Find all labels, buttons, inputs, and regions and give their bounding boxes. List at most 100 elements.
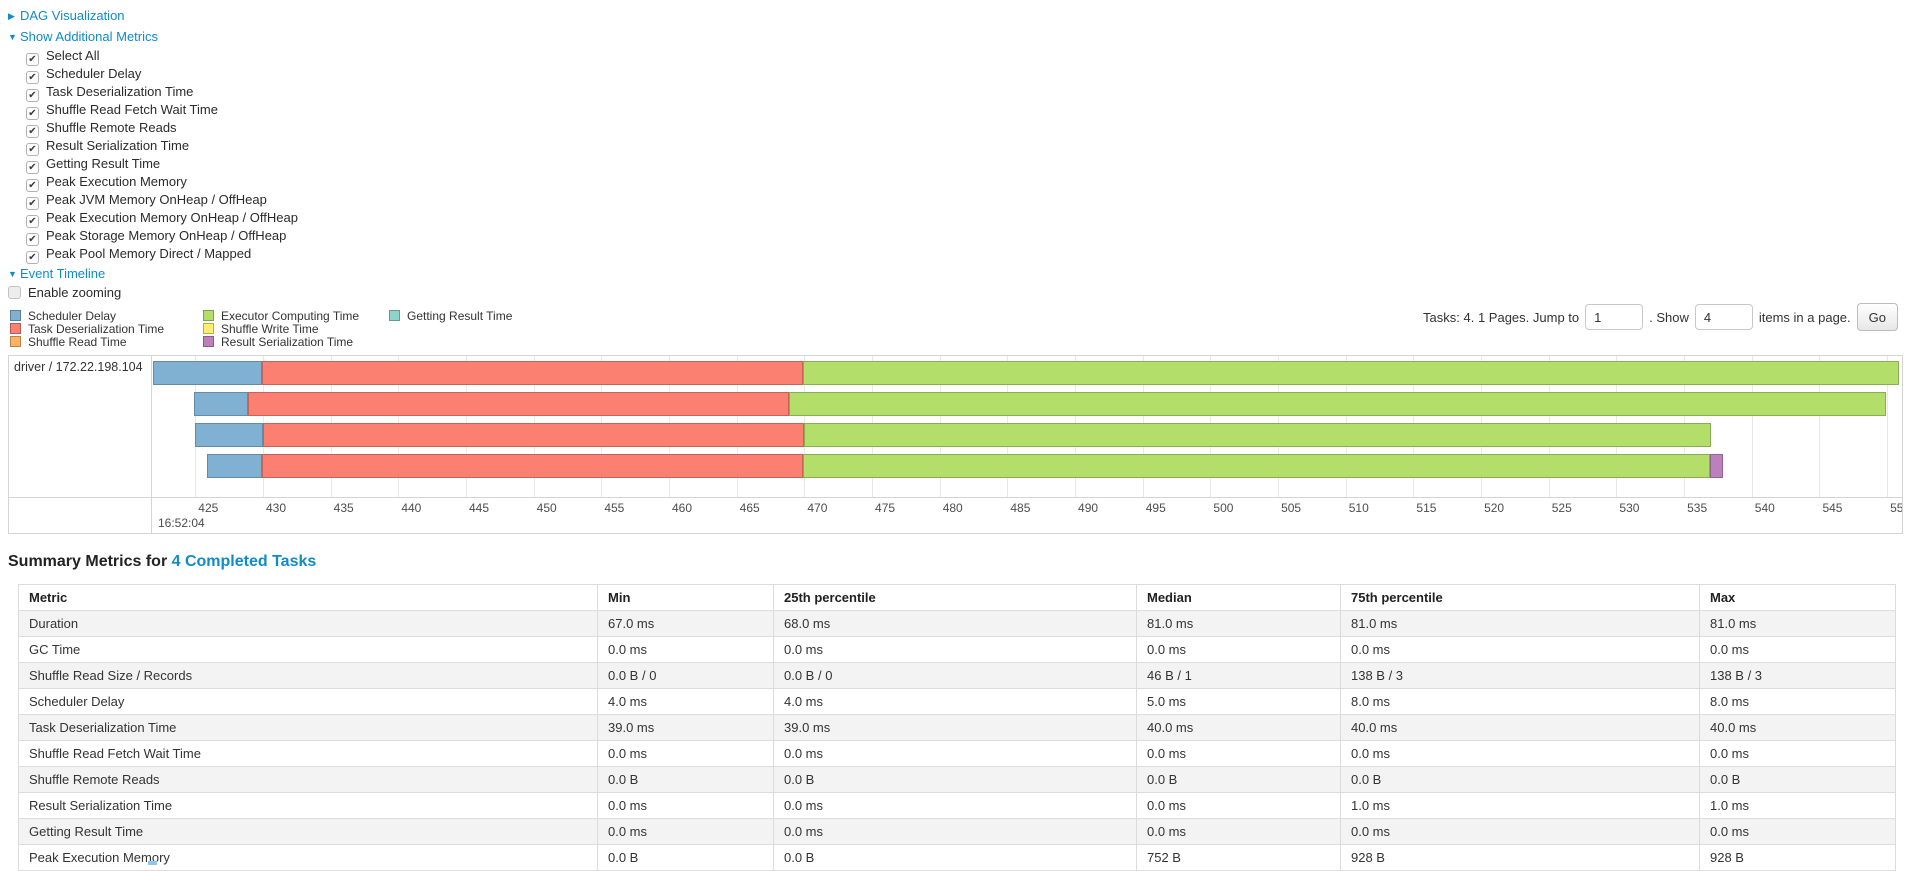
- task-bar-segment-task-deserialization[interactable]: [261, 361, 803, 385]
- task-bar-segment-executor-computing[interactable]: [803, 361, 1900, 385]
- metric-checkbox[interactable]: ✔: [26, 53, 39, 66]
- task-bar-segment-executor-computing[interactable]: [789, 392, 1886, 416]
- event-timeline-chart: driver / 172.22.198.104 16:52:04 425 430 4…: [8, 355, 1903, 534]
- table-cell: 39.0 ms: [773, 714, 1137, 741]
- table-cell: 0.0 ms: [597, 636, 774, 663]
- metric-checkbox[interactable]: ✔: [26, 125, 39, 138]
- axis-gridline: [1887, 356, 1889, 497]
- executor-group-label: driver / 172.22.198.104: [9, 356, 152, 497]
- metric-checkbox-row: ✔ Peak Pool Memory Direct / Mapped: [26, 245, 1907, 264]
- metric-checkbox[interactable]: ✔: [26, 179, 39, 192]
- table-cell: 46 B / 1: [1136, 662, 1341, 689]
- task-bar-segment-task-deserialization[interactable]: [261, 454, 803, 478]
- table-cell: 0.0 B: [597, 766, 774, 793]
- table-cell: 5.0 ms: [1136, 688, 1341, 715]
- axis-tick-label: 460: [672, 501, 693, 515]
- metric-checkbox[interactable]: ✔: [26, 71, 39, 84]
- table-cell: 0.0 ms: [597, 792, 774, 819]
- table-cell: 0.0 ms: [1136, 792, 1341, 819]
- metric-checkbox[interactable]: ✔: [26, 89, 39, 102]
- legend-label: Executor Computing Time: [221, 309, 360, 323]
- task-bar-segment-executor-computing[interactable]: [803, 454, 1710, 478]
- metric-checkbox[interactable]: ✔: [26, 197, 39, 210]
- table-cell: 8.0 ms: [1340, 688, 1700, 715]
- table-column-header: Max: [1699, 584, 1896, 611]
- metric-checkbox[interactable]: ✔: [26, 251, 39, 264]
- table-cell: 81.0 ms: [1136, 610, 1341, 637]
- table-row: Peak Execution Memory 0.0 B 0.0 B 752 B 928 …: [18, 844, 1896, 871]
- task-bar-segment-result-serialization[interactable]: [1709, 454, 1724, 478]
- completed-tasks-link[interactable]: 4 Completed Tasks: [171, 553, 317, 570]
- expand-arrow-icon[interactable]: ▶: [8, 11, 15, 21]
- section-row-event-timeline: ▼ Event Timeline: [8, 263, 1907, 284]
- metric-checkbox-label: Task Deserialization Time: [46, 84, 194, 99]
- axis-tick-label: 485: [1010, 501, 1031, 515]
- metric-checkbox[interactable]: ✔: [26, 143, 39, 156]
- task-bar-segment-task-deserialization[interactable]: [262, 423, 805, 447]
- items-per-page-input[interactable]: [1694, 304, 1753, 330]
- task-bar-segment-executor-computing[interactable]: [804, 423, 1712, 447]
- legend-swatch-icon: [203, 310, 214, 321]
- legend-swatch-icon: [10, 336, 21, 347]
- axis-tick-label: 470: [807, 501, 828, 515]
- pagination-suffix-text: items in a page.: [1758, 309, 1851, 325]
- table-column-header: 25th percentile: [773, 584, 1137, 611]
- timeline-plot-area: [152, 356, 1902, 497]
- table-cell: GC Time: [18, 636, 598, 663]
- task-bar-segment-task-deserialization[interactable]: [248, 392, 790, 416]
- table-cell: Peak Execution Memory: [18, 844, 598, 871]
- axis-tick-label: 500: [1213, 501, 1234, 515]
- table-cell: 67.0 ms: [597, 610, 774, 637]
- collapse-arrow-icon[interactable]: ▼: [8, 269, 17, 279]
- summary-heading-text: Summary Metrics for: [8, 553, 168, 570]
- metric-checkbox-row: ✔ Peak Execution Memory: [26, 173, 1907, 192]
- metric-checkbox[interactable]: ✔: [26, 107, 39, 120]
- legend-item: Shuffle Write Time: [203, 323, 389, 336]
- legend-label: Task Deserialization Time: [28, 322, 165, 336]
- axis-tick-label: 535: [1687, 501, 1708, 515]
- table-cell: 4.0 ms: [597, 688, 774, 715]
- jump-to-page-input[interactable]: [1585, 304, 1644, 330]
- metric-checkbox-label: Peak Execution Memory OnHeap / OffHeap: [46, 210, 298, 225]
- table-cell: 8.0 ms: [1699, 688, 1896, 715]
- task-bar-segment-scheduler-delay[interactable]: [153, 361, 262, 385]
- section-link-dag-visualization[interactable]: DAG Visualization: [20, 8, 125, 23]
- table-cell: 40.0 ms: [1136, 714, 1341, 741]
- metric-checkbox-row: ✔ Scheduler Delay: [26, 65, 1907, 84]
- metric-checkbox-label: Peak JVM Memory OnHeap / OffHeap: [46, 192, 267, 207]
- table-column-header: Min: [597, 584, 774, 611]
- axis-tick-label: 545: [1822, 501, 1843, 515]
- table-cell: 81.0 ms: [1699, 610, 1896, 637]
- table-cell: 0.0 ms: [773, 818, 1137, 845]
- section-link-event-timeline[interactable]: Event Timeline: [20, 266, 106, 281]
- table-cell: 0.0 ms: [1136, 740, 1341, 767]
- axis-gridline: [1751, 356, 1753, 497]
- summary-metrics-table: Metric Min 25th percentile Median 75th perce…: [18, 584, 1896, 871]
- collapse-arrow-icon[interactable]: ▼: [8, 32, 17, 42]
- table-cell: 0.0 B / 0: [597, 662, 774, 689]
- metric-checkbox[interactable]: ✔: [26, 215, 39, 228]
- enable-zooming-checkbox[interactable]: [8, 286, 21, 299]
- go-button[interactable]: Go: [1856, 303, 1898, 331]
- metric-checkbox-row: ✔ Shuffle Read Fetch Wait Time: [26, 101, 1907, 120]
- axis-tick-label: 540: [1754, 501, 1775, 515]
- metric-checkbox-label: Select All: [46, 48, 100, 63]
- table-row: Duration 67.0 ms 68.0 ms 81.0 ms 81.0 ms 81.0…: [18, 610, 1896, 637]
- task-bar-segment-scheduler-delay[interactable]: [195, 423, 263, 447]
- task-bar-segment-scheduler-delay[interactable]: [207, 454, 262, 478]
- metric-checkbox[interactable]: ✔: [26, 161, 39, 174]
- axis-tick-label: 490: [1078, 501, 1099, 515]
- axis-tick-label: 510: [1348, 501, 1369, 515]
- task-pagination: Tasks: 4. 1 Pages. Jump to . Show items …: [1423, 302, 1898, 332]
- metric-checkbox-label: Shuffle Read Fetch Wait Time: [46, 102, 218, 117]
- metric-checkbox[interactable]: ✔: [26, 233, 39, 246]
- task-bar-segment-scheduler-delay[interactable]: [193, 392, 249, 416]
- metric-checkbox-label: Peak Storage Memory OnHeap / OffHeap: [46, 228, 287, 243]
- legend-item: Shuffle Read Time: [10, 336, 203, 349]
- table-cell: 1.0 ms: [1340, 792, 1700, 819]
- metric-checkbox-row: ✔ Peak Execution Memory OnHeap / OffHeap: [26, 209, 1907, 228]
- table-cell: Duration: [18, 610, 598, 637]
- stage-page-controls: ▶ DAG Visualization ▼ Show Additional Metr…: [0, 0, 1907, 302]
- section-link-show-additional-metrics[interactable]: Show Additional Metrics: [20, 29, 159, 44]
- timeline-header-row: Scheduler Delay Task Deserialization Time…: [0, 302, 1907, 349]
